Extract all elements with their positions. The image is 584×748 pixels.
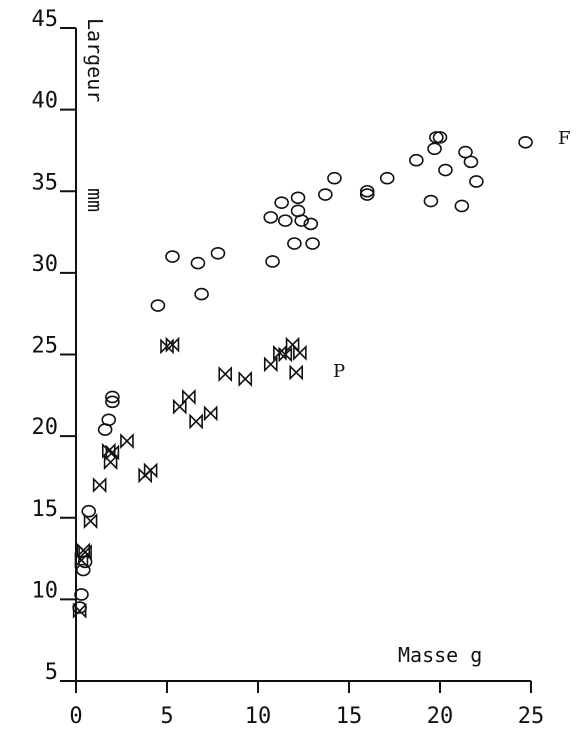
point-P	[105, 444, 120, 461]
point-F	[265, 255, 280, 268]
y-tick-label: 35	[32, 170, 59, 195]
point-F	[74, 588, 89, 601]
x-tick-label: 5	[160, 704, 173, 729]
point-F	[469, 175, 484, 188]
y-axis-label-line-2: mm	[83, 188, 107, 212]
point-P	[182, 389, 196, 405]
point-F	[101, 413, 117, 427]
point-F	[105, 390, 120, 404]
series-label-F: F	[558, 128, 571, 149]
y-tick-label: 30	[32, 252, 59, 277]
point-F	[438, 163, 453, 177]
point-F	[454, 199, 470, 213]
point-F	[318, 188, 333, 201]
y-tick-label: 25	[32, 334, 59, 359]
x-axis-label: Masse g	[398, 643, 482, 667]
series-label-P: P	[333, 361, 345, 382]
x-tick-label: 15	[336, 704, 363, 729]
point-P	[293, 344, 307, 361]
point-F	[429, 131, 444, 144]
point-F	[427, 142, 442, 156]
y-axis-label-line-1: Largeur	[83, 18, 107, 102]
point-F	[303, 217, 319, 231]
x-tick-label: 0	[69, 704, 82, 729]
point-F	[81, 504, 97, 518]
ticks	[60, 27, 532, 693]
y-tick-label: 5	[45, 660, 58, 685]
point-P	[92, 477, 107, 494]
point-F	[409, 153, 424, 167]
point-F	[263, 211, 279, 224]
point-P	[72, 602, 87, 619]
x-tick-label: 20	[427, 704, 454, 729]
point-P	[218, 366, 233, 383]
point-F	[287, 237, 302, 250]
point-P	[165, 336, 180, 353]
point-F	[194, 287, 209, 301]
point-F	[432, 131, 448, 144]
point-F	[305, 237, 320, 250]
point-P	[189, 413, 203, 430]
y-tick-label: 15	[32, 497, 59, 522]
point-P	[78, 544, 92, 560]
point-F	[518, 135, 533, 149]
point-P	[120, 433, 134, 449]
point-F	[463, 155, 479, 169]
y-tick-label: 20	[32, 415, 59, 440]
point-F	[458, 145, 473, 159]
point-F	[327, 171, 342, 185]
point-F	[150, 299, 166, 312]
point-F	[277, 214, 293, 227]
point-P	[238, 371, 253, 387]
point-P	[263, 356, 278, 373]
point-F	[359, 184, 375, 198]
point-P	[203, 405, 218, 422]
y-tick-label: 45	[32, 7, 59, 32]
point-F	[379, 171, 395, 185]
axes	[75, 28, 531, 682]
point-F	[359, 188, 375, 201]
point-F	[210, 246, 226, 260]
point-F	[294, 214, 309, 227]
y-tick-label: 10	[32, 578, 59, 603]
point-F	[290, 191, 306, 205]
data-points	[72, 131, 533, 619]
point-F	[75, 563, 91, 577]
point-P	[83, 513, 98, 529]
point-P	[289, 364, 304, 381]
point-F	[105, 395, 120, 409]
x-tick-label: 10	[245, 704, 272, 729]
y-tick-label: 40	[32, 89, 59, 114]
x-tick-label: 25	[518, 704, 545, 729]
point-F	[274, 196, 289, 209]
point-F	[190, 256, 206, 270]
point-P	[278, 346, 293, 363]
point-F	[165, 250, 180, 263]
point-P	[143, 462, 158, 479]
point-F	[423, 194, 439, 208]
